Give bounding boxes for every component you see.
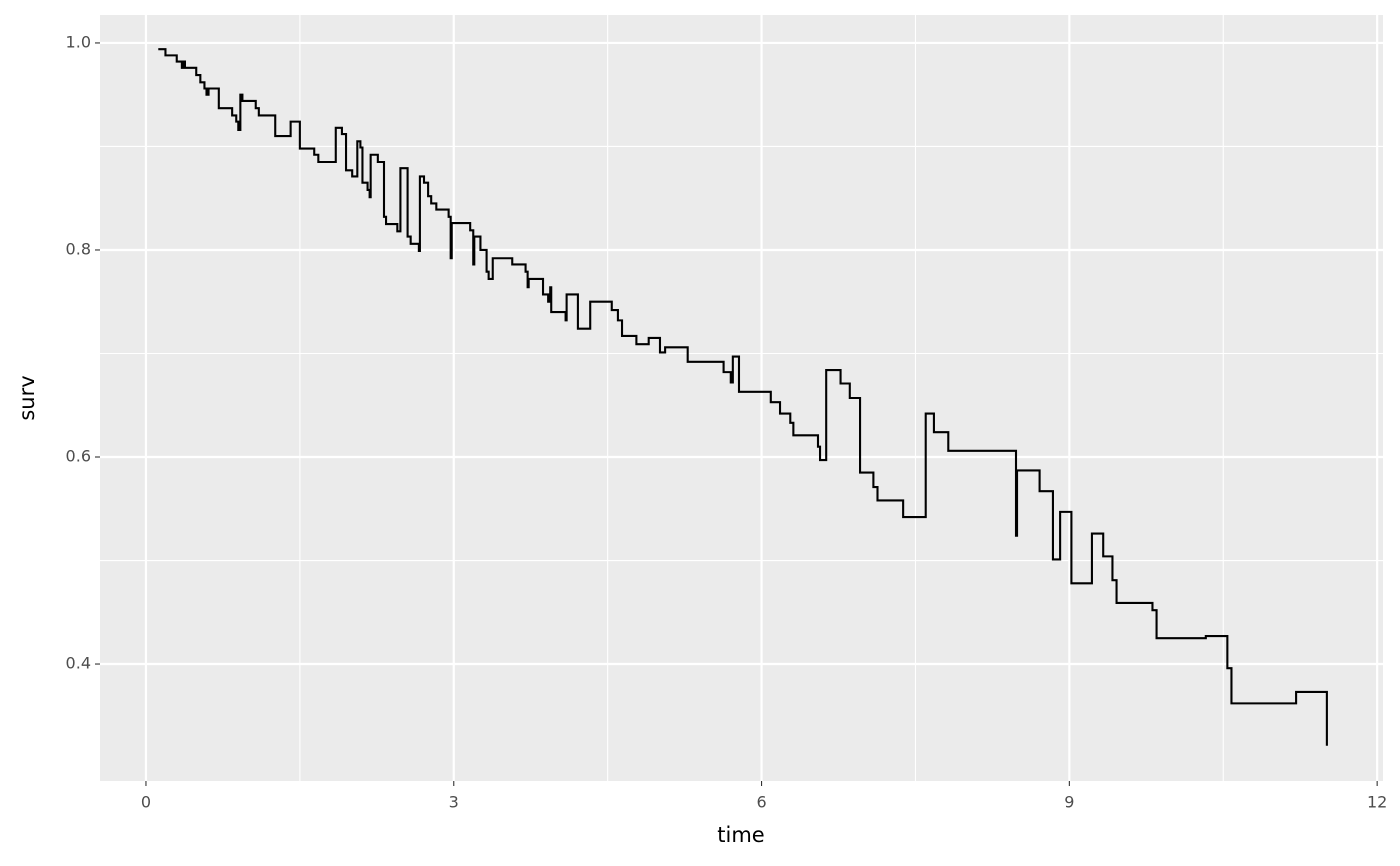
grid [100,15,1383,781]
y-axis-title: surv [15,375,39,420]
x-axis-title: time [717,823,764,847]
x-tick-label: 0 [141,793,151,812]
survival-line [158,48,1328,746]
panel [100,15,1383,781]
y-tick-label: 1.0 [66,32,91,51]
x-tick-label: 9 [1064,793,1074,812]
x-tick-label: 12 [1367,793,1387,812]
y-tick-label: 0.6 [66,447,91,466]
plot-area [158,48,1328,746]
x-tick-label: 6 [756,793,766,812]
x-tick-label: 3 [449,793,459,812]
y-tick-label: 0.8 [66,239,91,258]
y-tick-label: 0.4 [66,654,91,673]
